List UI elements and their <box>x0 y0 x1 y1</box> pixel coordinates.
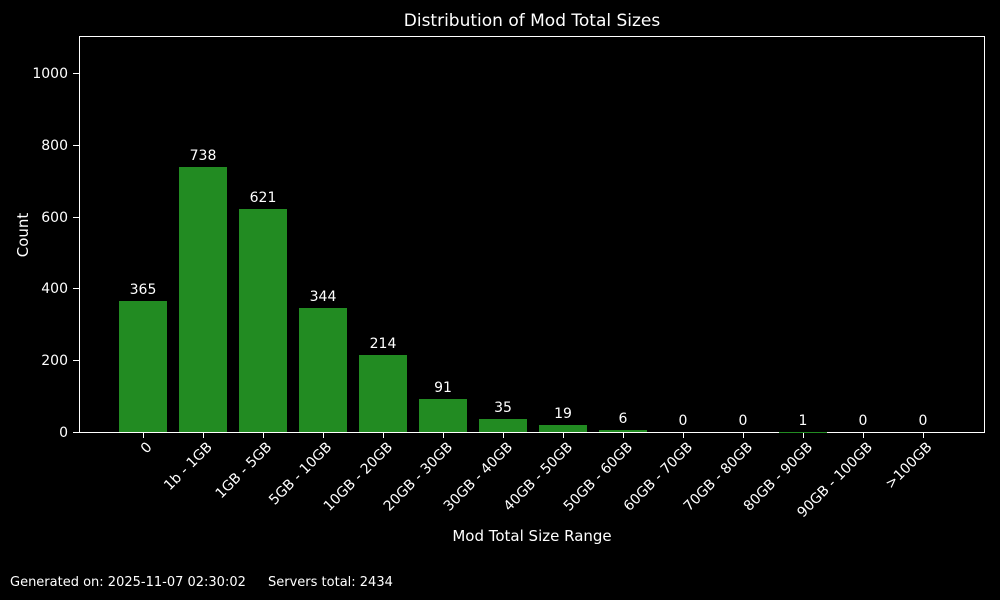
x-tick-mark <box>863 433 864 438</box>
bar-value-label: 738 <box>189 148 217 164</box>
x-tick-mark <box>383 433 384 438</box>
x-tick-label: 1GB - 5GB <box>212 439 276 503</box>
x-tick-mark <box>743 433 744 438</box>
servers-total-text: Servers total: 2434 <box>268 575 393 590</box>
x-tick-mark <box>323 433 324 438</box>
y-tick-mark <box>73 288 79 290</box>
bar <box>359 355 407 432</box>
y-tick-label: 800 <box>41 137 68 154</box>
bar-value-label: 19 <box>554 406 572 423</box>
bar <box>179 167 227 432</box>
x-tick-label: 0 <box>137 439 156 457</box>
x-tick-mark <box>623 433 624 438</box>
x-tick-mark <box>683 433 684 438</box>
y-tick-label: 1000 <box>32 65 68 82</box>
x-tick-mark <box>923 433 924 438</box>
x-tick-label: 1b - 1GB <box>161 439 216 494</box>
y-tick-mark <box>73 360 79 362</box>
y-tick-label: 200 <box>41 353 68 370</box>
bar-value-label: 214 <box>369 336 397 353</box>
generated-on-text: Generated on: 2025-11-07 02:30:02 <box>10 575 246 590</box>
bar <box>479 419 527 432</box>
bar-value-label: 1 <box>798 412 808 429</box>
bar-value-label: 35 <box>494 400 512 417</box>
bar-value-label: 0 <box>858 413 868 429</box>
bar <box>419 399 467 432</box>
plot-area: 365 738 621 344 214 91 35 19 6 0 0 1 0 0 <box>79 36 985 433</box>
bar-value-label: 344 <box>309 289 337 306</box>
x-tick-mark <box>203 433 204 438</box>
x-axis-label: Mod Total Size Range <box>452 527 612 545</box>
x-tick-mark <box>563 433 564 438</box>
bar-value-label: 6 <box>618 410 628 427</box>
y-tick-mark <box>73 216 79 218</box>
bar <box>599 429 647 432</box>
x-tick-label: >100GB <box>882 439 936 493</box>
bar-value-label: 0 <box>738 413 748 429</box>
x-tick-mark <box>503 433 504 438</box>
bar-value-label: 91 <box>434 380 452 397</box>
y-tick-mark <box>73 432 79 433</box>
x-tick-mark <box>263 433 264 438</box>
bar <box>539 425 587 432</box>
bar-value-label: 365 <box>129 281 157 298</box>
bar <box>239 209 287 432</box>
bar-value-label: 621 <box>249 190 277 207</box>
bar-value-label: 0 <box>678 413 688 429</box>
y-axis-label: Count <box>14 212 32 258</box>
y-tick-label: 600 <box>41 209 68 226</box>
x-tick-mark <box>143 433 144 438</box>
y-tick-mark <box>73 144 79 146</box>
footer: Generated on: 2025-11-07 02:30:02 Server… <box>10 575 393 590</box>
bar <box>119 300 167 432</box>
bar <box>299 308 347 432</box>
bar-value-label: 0 <box>918 413 928 429</box>
x-tick-mark <box>803 433 804 438</box>
chart-title: Distribution of Mod Total Sizes <box>403 11 661 31</box>
x-tick-mark <box>443 433 444 438</box>
y-tick-mark <box>73 72 79 74</box>
y-tick-label: 0 <box>59 425 68 441</box>
y-tick-label: 400 <box>41 281 68 298</box>
